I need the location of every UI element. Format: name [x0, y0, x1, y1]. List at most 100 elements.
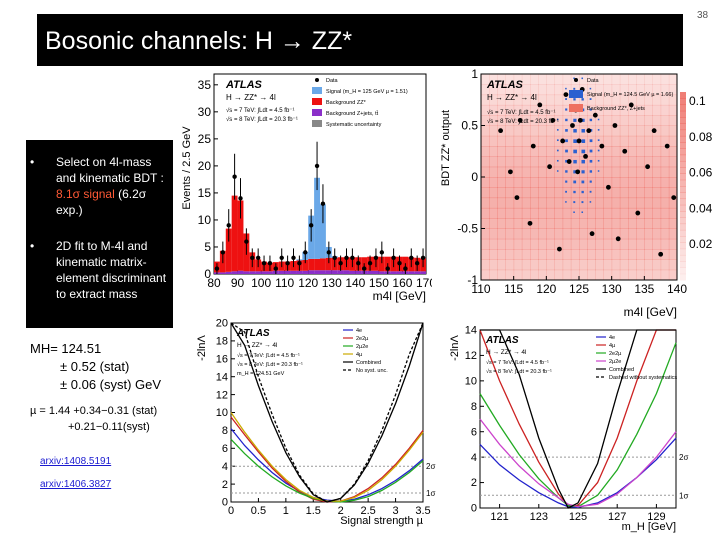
data-point [583, 154, 588, 159]
background-cell [603, 94, 613, 106]
background-cell [489, 146, 498, 157]
background-cell [530, 177, 539, 188]
background-cell [513, 269, 523, 281]
background-cell [521, 187, 531, 199]
signal-cell [589, 139, 593, 143]
x-tick-label: 127 [608, 511, 626, 523]
background-cell [652, 156, 662, 168]
background-cell [644, 166, 653, 178]
background-cell [513, 74, 523, 85]
background-cell [611, 259, 621, 271]
data-point [250, 255, 255, 260]
background-cell [668, 94, 678, 106]
background-cell [546, 156, 555, 168]
background-cell [562, 187, 572, 199]
lumi-label: √s = 7 TeV: ∫Ldt = 4.5 fb⁻¹ [226, 107, 294, 114]
background-cell [619, 166, 629, 178]
signal-cell [581, 211, 584, 213]
background-cell [554, 104, 564, 116]
background-cell [521, 218, 531, 229]
background-cell [554, 156, 564, 168]
background-cell [628, 125, 637, 137]
series-line [230, 322, 424, 503]
background-cell [603, 146, 613, 157]
zplusjets-bar [349, 270, 356, 274]
zz-bar [225, 228, 232, 272]
signal-cell [556, 170, 559, 172]
zplusjets-bar [314, 270, 320, 274]
legend-marker [315, 78, 319, 82]
background-cell [603, 218, 613, 229]
data-point [303, 250, 308, 255]
background-cell [603, 84, 613, 96]
background-cell [636, 238, 645, 250]
background-cell [497, 74, 506, 85]
background-cell [668, 187, 678, 199]
background-cell [530, 228, 539, 240]
background-cell [497, 104, 506, 116]
signal-cell [565, 118, 568, 122]
colorbar-cell [680, 167, 686, 174]
signal-cell [581, 129, 585, 133]
y-tick-label: 10 [198, 213, 212, 227]
x-tick-label: 125 [569, 282, 589, 296]
zplusjets-bar [367, 270, 373, 274]
data-point [599, 143, 605, 149]
data-point [514, 195, 520, 200]
background-cell [603, 115, 613, 126]
arxiv-link-2[interactable]: arxiv:1406.3827 [40, 479, 112, 490]
background-cell [481, 84, 490, 96]
background-cell [668, 249, 678, 260]
x-tick-label: 140 [345, 276, 365, 290]
colorbar-cell [680, 117, 686, 124]
background-cell [619, 207, 629, 219]
background-cell [619, 238, 629, 250]
background-cell [530, 259, 539, 271]
background-cell [489, 74, 498, 85]
data-point [220, 250, 226, 255]
signal-cell [581, 190, 584, 194]
background-cell [595, 125, 604, 137]
background-cell [619, 94, 629, 106]
background-cell [644, 74, 653, 85]
background-cell [497, 259, 506, 271]
signal-cell [581, 149, 586, 154]
y-tick-label: 16 [216, 353, 228, 365]
background-cell [668, 238, 678, 250]
data-point [320, 201, 326, 206]
background-cell [538, 104, 547, 116]
data-point [326, 250, 332, 255]
background-cell [636, 177, 645, 188]
background-cell [595, 197, 604, 209]
background-cell [521, 249, 531, 260]
background-cell [497, 238, 506, 250]
zplusjets-bar [249, 271, 256, 274]
x-axis-label: m4l [GeV] [624, 305, 677, 319]
background-cell [652, 115, 662, 126]
background-cell [521, 74, 531, 85]
y-tick-label: -0.5 [457, 222, 478, 236]
background-cell [644, 218, 653, 229]
background-cell [628, 187, 637, 199]
y-tick-label: 10 [216, 407, 228, 419]
background-cell [660, 228, 670, 240]
background-cell [497, 156, 506, 168]
background-cell [562, 218, 572, 229]
background-cell [554, 269, 564, 281]
data-point [332, 255, 337, 260]
signal-cell [573, 149, 577, 154]
process-label: H → ZZ* → 4l [237, 342, 278, 349]
background-cell [497, 228, 506, 240]
legend-entry: Background Z+jets, tt̄ [326, 110, 379, 117]
signal-cell [565, 180, 568, 183]
background-cell [554, 238, 564, 250]
background-cell [497, 218, 506, 229]
background-cell [644, 104, 653, 116]
legend-entry: 4µ [356, 352, 363, 358]
background-cell [660, 115, 670, 126]
arxiv-link-1[interactable]: arxiv:1408.5191 [40, 456, 112, 467]
legend-marker [574, 78, 578, 82]
signal-cell [573, 87, 576, 90]
y-tick-label: 0 [222, 497, 228, 509]
background-cell [497, 249, 506, 260]
